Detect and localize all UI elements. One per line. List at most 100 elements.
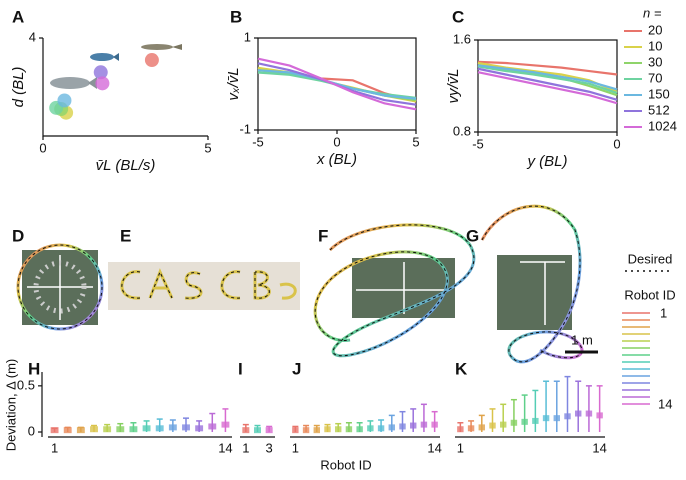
median-box xyxy=(116,426,125,433)
y-tick-label: 1.6 xyxy=(453,31,471,46)
x-tick-label: 5 xyxy=(412,134,419,149)
y-tick-label: 0.8 xyxy=(453,123,471,138)
median-box xyxy=(76,427,85,434)
median-box xyxy=(254,427,261,434)
x-tick-label: 1 xyxy=(242,440,249,455)
point xyxy=(57,93,72,108)
x-axis-label: x (BL) xyxy=(316,151,357,168)
desired-label: Desired xyxy=(628,251,673,266)
y-tick-label: -1 xyxy=(239,121,251,136)
series-line xyxy=(477,65,618,94)
panel-label: G xyxy=(466,226,479,245)
series-line xyxy=(477,71,618,105)
x-tick-label: 14 xyxy=(592,440,606,455)
fish-icons xyxy=(50,44,182,89)
point xyxy=(144,53,159,68)
median-box xyxy=(90,426,98,433)
panel-label: A xyxy=(12,7,24,26)
x-axis-label: y (BL) xyxy=(526,153,567,170)
x-tick-label: 5 xyxy=(204,140,211,155)
point xyxy=(95,76,110,91)
median-box xyxy=(50,427,59,434)
median-box xyxy=(542,415,550,422)
scale-bar-label: 1 m xyxy=(571,332,593,347)
x-tick-label: 0 xyxy=(333,134,340,149)
median-box xyxy=(168,424,177,431)
series-line xyxy=(477,60,618,76)
legend-label: 150 xyxy=(648,86,670,101)
panel-label: K xyxy=(455,359,468,378)
x-tick-label: -5 xyxy=(252,134,264,149)
legend-title: n = xyxy=(643,5,662,20)
median-box xyxy=(575,410,582,417)
robot-id-last: 14 xyxy=(658,396,672,411)
median-box xyxy=(356,426,363,433)
y-axis-label: d (BL) xyxy=(10,67,27,108)
median-box xyxy=(129,426,138,433)
x-tick-label: 1 xyxy=(51,440,58,455)
median-box xyxy=(564,413,571,420)
median-box xyxy=(324,426,331,433)
median-box xyxy=(478,424,485,431)
median-box xyxy=(553,415,560,422)
median-box xyxy=(596,412,603,419)
median-box xyxy=(103,426,112,433)
median-box xyxy=(467,425,475,432)
y-tick-label: 1 xyxy=(244,29,251,44)
median-box xyxy=(377,425,385,432)
y-axis-label: vₓ/v̄L xyxy=(225,67,242,100)
panel-label: E xyxy=(120,226,131,245)
series-line xyxy=(257,62,417,106)
median-box xyxy=(208,423,217,430)
panel-label: I xyxy=(238,359,243,378)
median-box xyxy=(585,410,593,417)
median-box xyxy=(292,427,299,434)
trajectory-g xyxy=(480,204,598,364)
median-box xyxy=(242,427,250,434)
median-box xyxy=(521,418,528,425)
median-box xyxy=(345,426,353,433)
legend-label: 20 xyxy=(648,22,662,37)
robot-id-title: Robot ID xyxy=(624,287,675,302)
median-box xyxy=(388,424,395,431)
median-box xyxy=(420,421,428,428)
median-box xyxy=(335,426,342,433)
y-tick-label: 4 xyxy=(29,29,36,44)
median-box xyxy=(399,423,406,430)
median-box xyxy=(431,421,438,428)
plot-frame xyxy=(477,39,618,133)
series-line xyxy=(477,64,618,91)
trajectory-f xyxy=(313,223,476,358)
panel-label: H xyxy=(28,359,40,378)
robot-id-first: 1 xyxy=(660,305,667,320)
panel-label: F xyxy=(318,226,328,245)
panel-label: J xyxy=(292,359,301,378)
series-line xyxy=(477,67,618,101)
median-box xyxy=(302,427,310,434)
panel-label: C xyxy=(452,7,464,26)
legend-label: 10 xyxy=(648,38,662,53)
y-tick-label: 0 xyxy=(28,423,35,438)
x-tick-label: 0 xyxy=(39,140,46,155)
x-tick-label: 3 xyxy=(266,440,273,455)
x-tick-label: 14 xyxy=(218,440,232,455)
x-tick-label: 1 xyxy=(292,440,299,455)
median-box xyxy=(142,425,151,432)
median-box xyxy=(500,421,507,428)
y-axis-label: vy/v̄L xyxy=(445,68,462,103)
median-box xyxy=(63,427,72,434)
median-box xyxy=(410,422,417,429)
x-tick-label: -5 xyxy=(472,136,484,151)
median-box xyxy=(155,425,164,432)
legend-label: 70 xyxy=(648,70,662,85)
legend-label: 30 xyxy=(648,54,662,69)
x-axis-label: v̄L (BL/s) xyxy=(96,157,156,174)
x-tick-label: 0 xyxy=(613,136,620,151)
median-box xyxy=(367,425,374,432)
median-box xyxy=(457,426,464,433)
point xyxy=(93,65,108,80)
median-box xyxy=(532,417,539,424)
x-axis-label: Robot ID xyxy=(320,457,371,472)
median-box xyxy=(182,424,190,431)
